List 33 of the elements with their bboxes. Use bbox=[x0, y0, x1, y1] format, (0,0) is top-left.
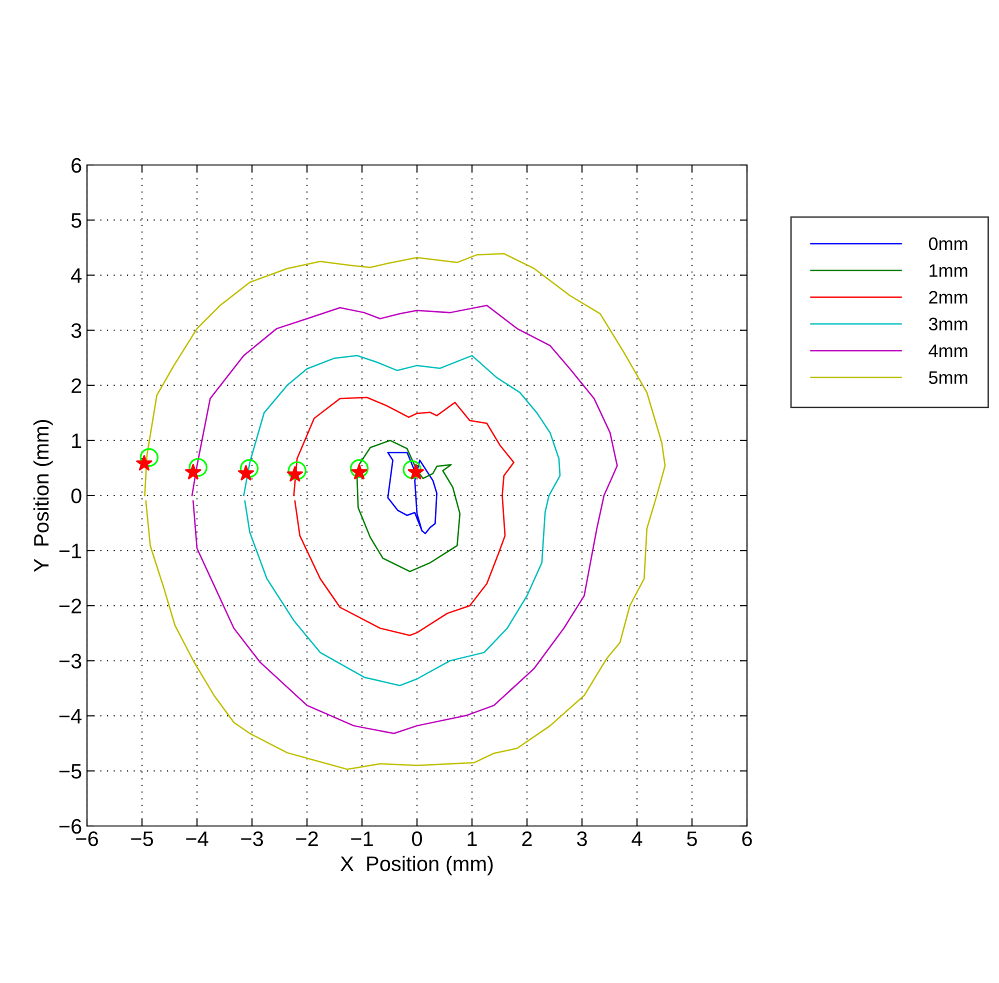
x-tick-label: −5 bbox=[131, 832, 154, 846]
y-tick-label: −4 bbox=[59, 709, 82, 724]
y-tick-label: −2 bbox=[59, 598, 82, 614]
x-tick-label: −4 bbox=[186, 832, 208, 846]
y-tick-label: 2 bbox=[72, 378, 82, 393]
y-tick-label: 1 bbox=[72, 434, 82, 448]
x-tick-label: 6 bbox=[742, 831, 752, 846]
x-tick-label: −3 bbox=[241, 831, 263, 846]
y-tick-label: 6 bbox=[72, 158, 82, 173]
x-tick-label: 5 bbox=[687, 832, 697, 846]
legend-label: 1mm bbox=[930, 264, 968, 277]
legend-label: 2mm bbox=[929, 290, 968, 304]
x-tick-label: −2 bbox=[296, 831, 318, 846]
legend-label: 4mm bbox=[928, 344, 968, 358]
line-series bbox=[387, 452, 438, 534]
x-tick-label: 0 bbox=[412, 831, 422, 846]
x-tick-label: 2 bbox=[522, 831, 532, 846]
legend-label: 0mm bbox=[928, 237, 968, 250]
x-axis-title: X Position (mm) bbox=[340, 856, 493, 876]
legend-label: 5mm bbox=[928, 371, 968, 384]
y-tick-label: 0 bbox=[71, 488, 82, 504]
y-tick-label: 5 bbox=[71, 213, 82, 228]
y-axis-title: Y Position (mm) bbox=[33, 420, 53, 572]
y-tick-label: 4 bbox=[71, 268, 82, 283]
y-tick-label: −5 bbox=[59, 764, 82, 779]
x-tick-label: −1 bbox=[351, 832, 373, 846]
x-tick-label: 1 bbox=[468, 832, 477, 846]
y-tick-label: −3 bbox=[59, 654, 82, 669]
y-tick-label: −1 bbox=[59, 544, 82, 558]
x-tick-label: 4 bbox=[632, 832, 642, 846]
legend-label: 3mm bbox=[928, 318, 968, 330]
y-tick-label: 3 bbox=[71, 323, 82, 338]
x-tick-label: 3 bbox=[577, 831, 587, 846]
